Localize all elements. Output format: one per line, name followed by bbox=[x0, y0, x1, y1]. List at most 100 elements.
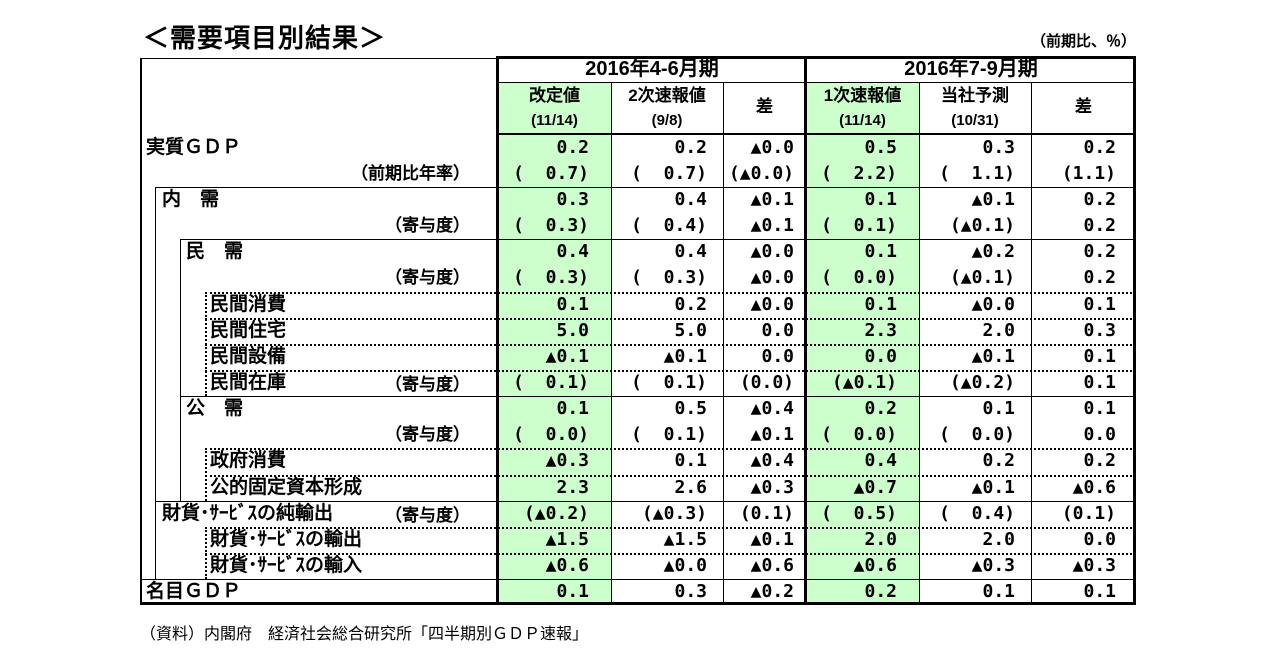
column-header-diff-q3: 差 bbox=[1031, 82, 1136, 135]
highlight-column-revised bbox=[498, 82, 611, 605]
indent-guide bbox=[180, 239, 181, 501]
row-sublabel: （寄与度） bbox=[385, 425, 470, 444]
column-label: 1次速報値 bbox=[823, 86, 902, 105]
value-cell: ▲0.1 bbox=[545, 346, 589, 367]
value-cell: 0.4 bbox=[864, 450, 897, 471]
line bbox=[723, 82, 724, 605]
table-row: 民 需 0.4 0.4 ▲0.0 0.1 ▲0.2 0.2 bbox=[140, 239, 1136, 265]
table-row: 民間設備 ▲0.1 ▲0.1 0.0 0.0 ▲0.1 0.1 bbox=[140, 344, 1136, 370]
table-row: 財貨･ｻｰﾋﾞｽの純輸出 （寄与度） (▲0.2) (▲0.3) (0.1) (… bbox=[140, 501, 1136, 527]
line bbox=[498, 82, 1136, 83]
value-cell: ▲0.1 bbox=[750, 215, 794, 236]
line bbox=[155, 187, 1136, 188]
value-cell: ( 0.1) bbox=[821, 215, 897, 236]
row-sublabel: （寄与度） bbox=[385, 506, 470, 525]
indent-guide bbox=[205, 292, 207, 396]
value-cell: 0.4 bbox=[556, 241, 589, 262]
column-date: (10/31) bbox=[951, 112, 999, 129]
gdp-table: 2016年4-6月期 2016年7-9月期 改定値 (11/14) 2次速報値 … bbox=[140, 56, 1136, 605]
line bbox=[140, 602, 1136, 605]
value-cell: 0.1 bbox=[1083, 372, 1116, 393]
row-label: 民間住宅 bbox=[210, 320, 287, 341]
line bbox=[140, 58, 498, 59]
line bbox=[155, 501, 1136, 502]
value-cell: 0.4 bbox=[674, 189, 707, 210]
value-cell: 0.5 bbox=[864, 137, 897, 158]
line bbox=[205, 292, 1136, 294]
value-cell: 0.2 bbox=[674, 137, 707, 158]
line bbox=[205, 370, 1136, 372]
line bbox=[919, 82, 920, 605]
row-label: 民間在庫 bbox=[210, 372, 287, 393]
value-cell: ▲0.3 bbox=[971, 555, 1015, 576]
value-cell: 0.0 bbox=[864, 346, 897, 367]
value-cell: 0.1 bbox=[1083, 346, 1116, 367]
line bbox=[205, 475, 1136, 477]
value-cell: ( 0.7) bbox=[631, 163, 707, 184]
indent-guide bbox=[155, 187, 156, 579]
value-cell: ( 2.2) bbox=[821, 163, 897, 184]
highlight-column-first-estimate bbox=[806, 82, 919, 605]
value-cell: 0.1 bbox=[1083, 581, 1116, 602]
value-cell: ▲0.0 bbox=[750, 137, 794, 158]
value-cell: ( 0.3) bbox=[513, 267, 589, 288]
line bbox=[804, 56, 807, 605]
value-cell: 0.1 bbox=[982, 398, 1015, 419]
value-cell: ( 0.5) bbox=[821, 503, 897, 524]
value-cell: (▲0.1) bbox=[949, 267, 1015, 288]
value-cell: ( 0.0) bbox=[821, 424, 897, 445]
value-cell: 0.2 bbox=[1083, 267, 1116, 288]
line bbox=[205, 344, 1136, 346]
column-header-forecast: 当社予測 (10/31) bbox=[919, 82, 1031, 135]
line bbox=[1031, 82, 1032, 605]
table-row: 公 需 0.1 0.5 ▲0.4 0.2 0.1 0.1 bbox=[140, 396, 1136, 422]
column-date: (11/14) bbox=[531, 112, 578, 129]
value-cell: ▲0.0 bbox=[750, 294, 794, 315]
value-cell: 0.2 bbox=[864, 398, 897, 419]
value-cell: ▲0.1 bbox=[663, 346, 707, 367]
line bbox=[205, 553, 1136, 555]
value-cell: ( 1.1) bbox=[939, 163, 1015, 184]
value-cell: ▲0.1 bbox=[750, 189, 794, 210]
column-label: 当社予測 bbox=[941, 86, 1009, 105]
value-cell: ▲0.3 bbox=[750, 477, 794, 498]
value-cell: 0.2 bbox=[982, 450, 1015, 471]
value-cell: (▲0.2) bbox=[949, 372, 1015, 393]
value-cell: 2.6 bbox=[674, 477, 707, 498]
value-cell: ▲0.0 bbox=[750, 267, 794, 288]
line bbox=[140, 58, 142, 605]
value-cell: 0.1 bbox=[556, 581, 589, 602]
column-header-diff-q2: 差 bbox=[723, 82, 806, 135]
value-cell: ( 0.0) bbox=[821, 267, 897, 288]
value-cell: 0.1 bbox=[864, 294, 897, 315]
value-cell: 2.3 bbox=[864, 320, 897, 341]
value-cell: 0.2 bbox=[556, 137, 589, 158]
quarter-header-q3: 2016年7-9月期 bbox=[904, 58, 1038, 80]
table-row: 実質ＧＤＰ 0.2 0.2 ▲0.0 0.5 0.3 0.2 bbox=[140, 135, 1136, 161]
line bbox=[180, 239, 1136, 240]
value-cell: 0.2 bbox=[674, 294, 707, 315]
row-sublabel: （寄与度） bbox=[385, 268, 470, 287]
value-cell: 5.0 bbox=[556, 320, 589, 341]
value-cell: 0.2 bbox=[1083, 450, 1116, 471]
value-cell: 0.2 bbox=[1083, 215, 1116, 236]
table-row: 財貨･ｻｰﾋﾞｽの輸出 ▲1.5 ▲1.5 ▲0.1 2.0 2.0 0.0 bbox=[140, 527, 1136, 553]
row-label: 財貨･ｻｰﾋﾞｽの輸出 bbox=[210, 529, 363, 550]
column-header-first-estimate: 1次速報値 (11/14) bbox=[806, 82, 919, 135]
value-cell: 0.3 bbox=[1083, 320, 1116, 341]
value-cell: 0.2 bbox=[1083, 189, 1116, 210]
value-cell: ▲0.6 bbox=[853, 555, 897, 576]
value-cell: 0.2 bbox=[1083, 241, 1116, 262]
value-cell: 0.0 bbox=[1083, 424, 1116, 445]
value-cell: (▲0.3) bbox=[641, 503, 707, 524]
row-sublabel: （寄与度） bbox=[385, 216, 470, 235]
value-cell: 2.3 bbox=[556, 477, 589, 498]
value-cell: ▲0.2 bbox=[971, 241, 1015, 262]
value-cell: 0.3 bbox=[982, 137, 1015, 158]
value-cell: ▲0.2 bbox=[750, 581, 794, 602]
value-cell: 0.1 bbox=[674, 450, 707, 471]
value-cell: 2.0 bbox=[982, 320, 1015, 341]
value-cell: ( 0.3) bbox=[631, 267, 707, 288]
value-cell: ▲0.4 bbox=[750, 398, 794, 419]
